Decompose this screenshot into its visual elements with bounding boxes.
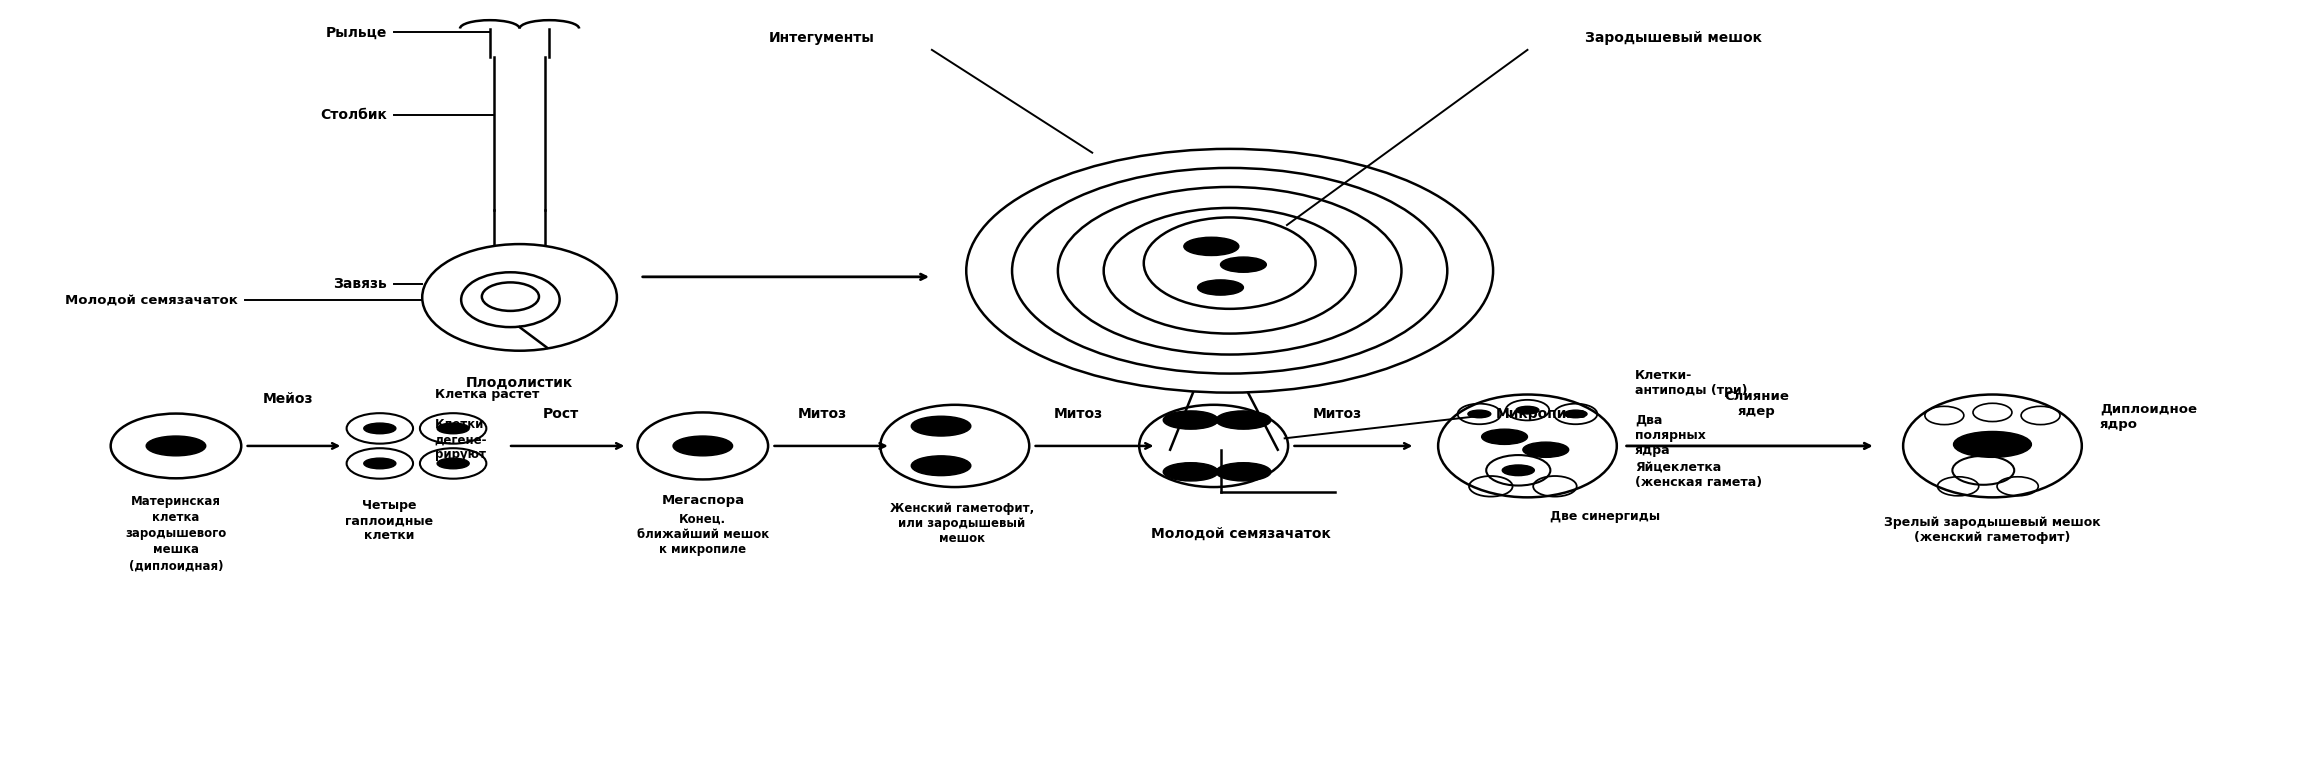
Circle shape <box>1184 237 1239 256</box>
Circle shape <box>1522 442 1568 457</box>
Circle shape <box>1216 411 1271 429</box>
Circle shape <box>437 423 469 434</box>
Circle shape <box>674 436 733 456</box>
Circle shape <box>1198 280 1244 295</box>
Text: Митоз: Митоз <box>1053 407 1104 421</box>
Text: Мегаспора: Мегаспора <box>662 494 745 507</box>
Circle shape <box>1563 410 1586 418</box>
Text: Диплоидное
ядро: Диплоидное ядро <box>2099 403 2198 431</box>
Text: Зрелый зародышевый мешок
(женский гаметофит): Зрелый зародышевый мешок (женский гамето… <box>1885 516 2101 544</box>
Text: Две синергиды: Две синергиды <box>1550 510 1660 523</box>
Text: Плодолистик: Плодолистик <box>467 376 572 390</box>
Text: Клетки
дегене-
рируют: Клетки дегене- рируют <box>435 418 487 461</box>
Text: Два
полярных
ядра: Два полярных ядра <box>1635 413 1706 457</box>
Text: Рост: Рост <box>543 407 579 421</box>
Text: Митоз: Митоз <box>798 407 846 421</box>
Circle shape <box>363 458 395 469</box>
Text: Клетка растет: Клетка растет <box>435 387 540 400</box>
Text: Интегументы: Интегументы <box>768 32 874 45</box>
Circle shape <box>1467 410 1490 418</box>
Text: Материнская
клетка
зародышевого
мешка
(диплоидная): Материнская клетка зародышевого мешка (д… <box>126 495 228 572</box>
Text: Столбик: Столбик <box>320 108 386 122</box>
Circle shape <box>1221 257 1267 273</box>
Text: Женский гаметофит,
или зародышевый
мешок: Женский гаметофит, или зародышевый мешок <box>890 501 1035 544</box>
Text: Митоз: Митоз <box>1313 407 1361 421</box>
Text: Молодой семязачаток: Молодой семязачаток <box>64 293 237 306</box>
Circle shape <box>1954 431 2032 457</box>
Circle shape <box>1501 465 1533 476</box>
Text: Четыре
гаплоидные
клетки: Четыре гаплоидные клетки <box>345 499 432 542</box>
Text: Зародышевый мешок: Зародышевый мешок <box>1584 32 1761 45</box>
Text: Мейоз: Мейоз <box>262 392 313 406</box>
Circle shape <box>1216 463 1271 481</box>
Circle shape <box>910 417 970 436</box>
Circle shape <box>1515 407 1538 414</box>
Text: Рыльце: Рыльце <box>326 25 386 39</box>
Text: Конец.
ближайший мешок
к микропиле: Конец. ближайший мешок к микропиле <box>637 513 768 556</box>
Circle shape <box>437 458 469 469</box>
Circle shape <box>1163 411 1218 429</box>
Text: Завязь: Завязь <box>333 276 386 291</box>
Circle shape <box>910 456 970 476</box>
Circle shape <box>1481 429 1527 444</box>
Text: Молодой семязачаток: Молодой семязачаток <box>1152 527 1331 541</box>
Circle shape <box>363 423 395 434</box>
Text: Яйцеклетка
(женская гамета): Яйцеклетка (женская гамета) <box>1635 461 1763 489</box>
Circle shape <box>147 436 205 456</box>
Text: Клетки-
антиподы (три): Клетки- антиподы (три) <box>1635 370 1747 397</box>
Text: Слияние
ядер: Слияние ядер <box>1724 390 1789 418</box>
Circle shape <box>1163 463 1218 481</box>
Text: Микропиле: Микропиле <box>1494 407 1586 421</box>
